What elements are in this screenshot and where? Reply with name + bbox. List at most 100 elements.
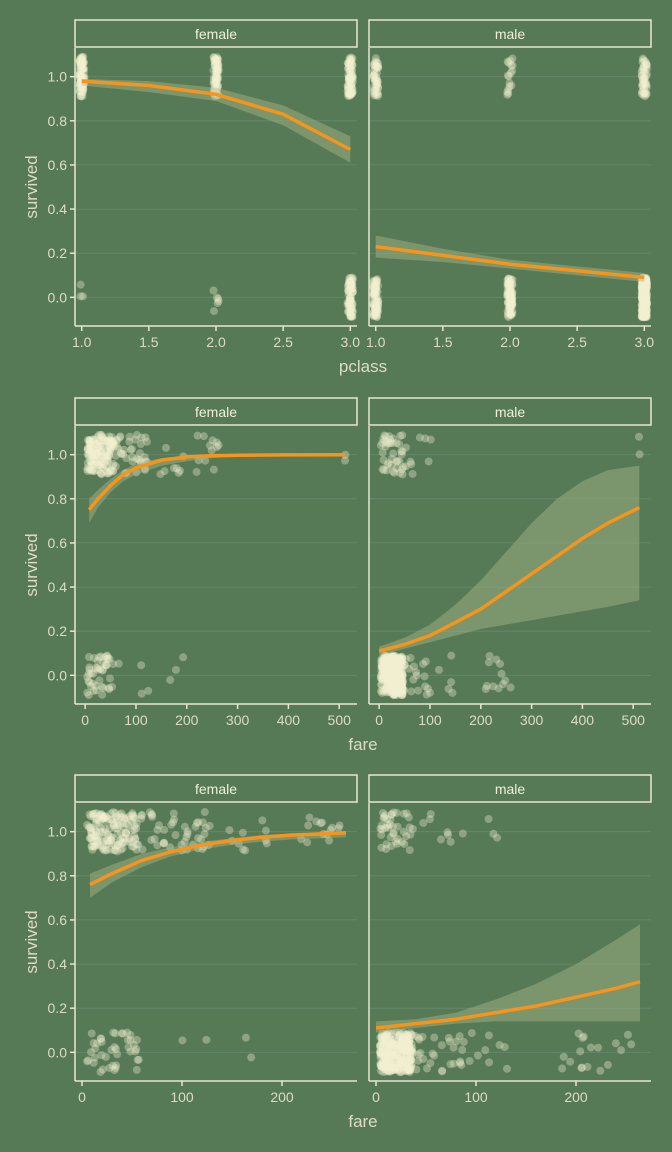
data-point [382, 840, 391, 849]
data-point [506, 289, 515, 298]
data-point [372, 312, 381, 321]
data-point [133, 1055, 142, 1064]
data-point [397, 662, 406, 671]
data-point [373, 308, 382, 317]
data-point [384, 660, 393, 669]
data-point [371, 279, 380, 288]
data-point [396, 655, 405, 664]
data-point [467, 1029, 476, 1038]
data-point [213, 64, 222, 73]
data-point [405, 1064, 414, 1073]
data-point [391, 1041, 400, 1050]
data-point [383, 1063, 392, 1072]
data-point [377, 680, 386, 689]
data-point [89, 446, 98, 455]
data-point [379, 656, 388, 665]
data-point [391, 673, 400, 682]
data-point [201, 823, 210, 832]
data-point [642, 295, 651, 304]
data-point [503, 1064, 512, 1073]
data-point [86, 449, 95, 458]
data-point [641, 296, 650, 305]
data-point [376, 1061, 385, 1070]
data-point [387, 810, 396, 819]
data-point [212, 78, 221, 87]
data-point [506, 291, 515, 300]
data-point [642, 299, 651, 308]
data-point [380, 665, 389, 674]
data-point [86, 833, 95, 842]
data-point [638, 81, 647, 90]
data-point [391, 677, 400, 686]
data-point [113, 840, 122, 849]
data-point [407, 1031, 416, 1040]
data-point [379, 654, 388, 663]
data-point [640, 277, 649, 286]
data-point [384, 1060, 393, 1069]
data-point [381, 651, 390, 660]
data-point [346, 296, 355, 305]
data-point [642, 299, 651, 308]
data-point [347, 55, 356, 64]
data-point [345, 277, 354, 286]
data-point [109, 437, 118, 446]
data-point [109, 440, 118, 449]
data-point [107, 439, 116, 448]
data-point [482, 681, 491, 690]
data-point [108, 467, 117, 476]
data-point [393, 1055, 402, 1064]
data-point [86, 457, 95, 466]
data-point [380, 1032, 389, 1041]
data-point [506, 282, 515, 291]
data-point [642, 298, 651, 307]
data-point [505, 288, 514, 297]
data-point [638, 289, 647, 298]
data-point [145, 808, 154, 817]
data-point [396, 684, 405, 693]
data-point [372, 58, 381, 67]
data-point [98, 682, 107, 691]
data-point [205, 821, 214, 830]
data-point [344, 90, 353, 99]
data-point [506, 295, 515, 304]
data-point [75, 87, 84, 96]
data-point [392, 808, 401, 817]
data-point [641, 302, 650, 311]
data-point [388, 1047, 397, 1056]
data-point [105, 1063, 114, 1072]
data-point [398, 679, 407, 688]
data-point [169, 464, 178, 473]
data-point [99, 435, 108, 444]
data-point [639, 278, 648, 287]
data-point [381, 656, 390, 665]
data-point [396, 1039, 405, 1048]
data-point [346, 284, 355, 293]
data-point [473, 1051, 482, 1060]
data-point [382, 674, 391, 683]
data-point [344, 61, 353, 70]
data-point [403, 1067, 412, 1076]
data-point [87, 438, 96, 447]
data-point [394, 1033, 403, 1042]
data-point [370, 58, 379, 67]
data-point [387, 664, 396, 673]
data-point [105, 837, 114, 846]
x-tick-label: 0 [372, 1089, 380, 1105]
data-point [396, 431, 405, 440]
data-point [382, 438, 391, 447]
data-point [347, 60, 356, 69]
data-point [75, 57, 84, 66]
data-point [83, 672, 92, 681]
data-point [378, 657, 387, 666]
data-point [348, 312, 357, 321]
data-point [96, 430, 105, 439]
data-point [397, 690, 406, 699]
data-point [105, 432, 114, 441]
data-point [400, 1042, 409, 1051]
data-point [380, 661, 389, 670]
data-point [348, 274, 357, 283]
data-point [391, 652, 400, 661]
x-tick-label: 200 [175, 712, 199, 728]
data-point [370, 77, 379, 86]
data-point [639, 303, 648, 312]
